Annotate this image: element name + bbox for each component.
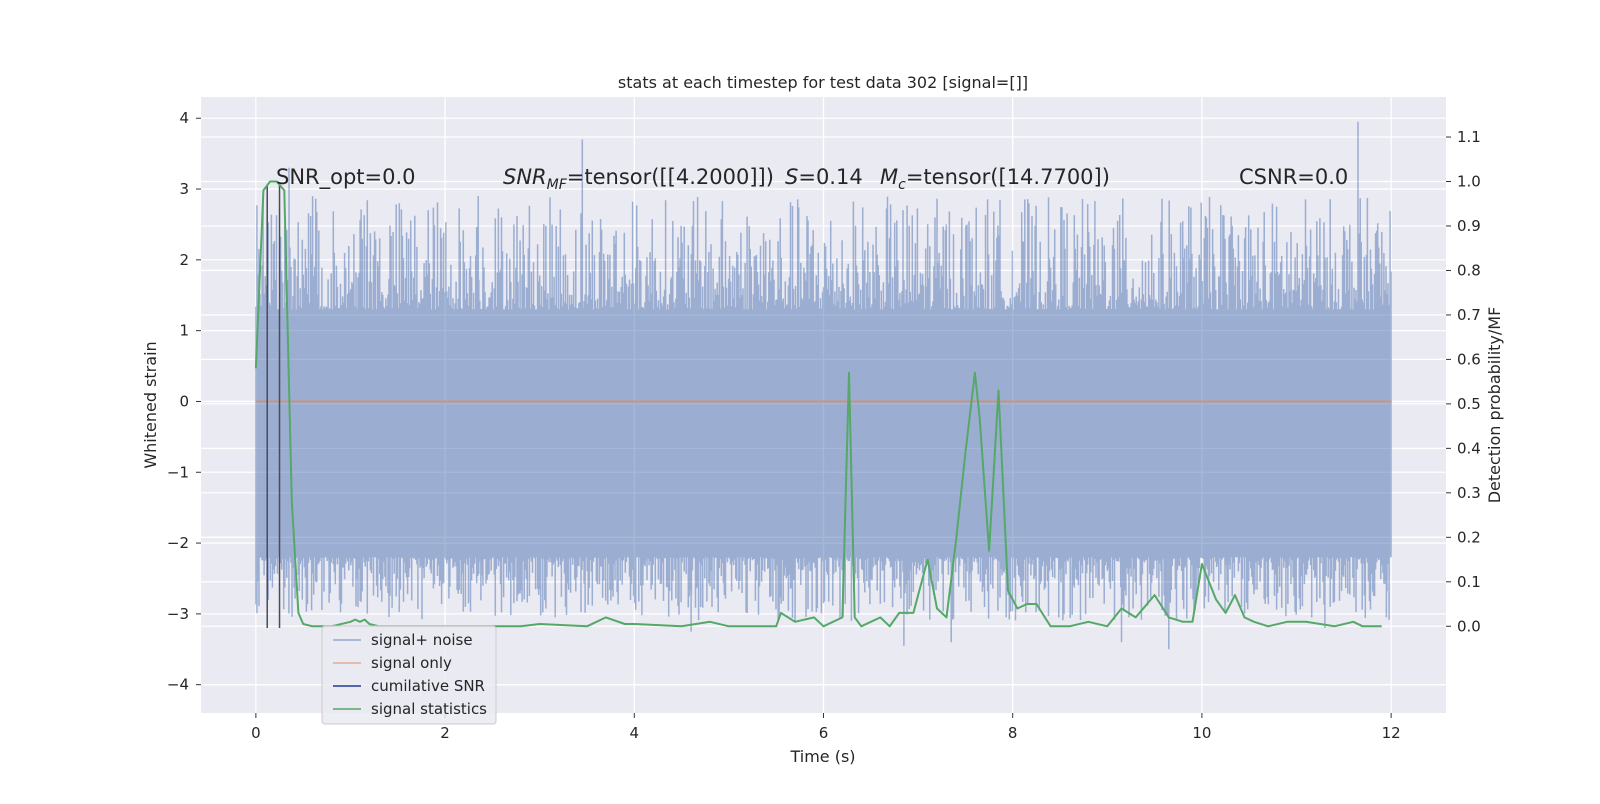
y-left-tick-label: 4: [179, 109, 189, 127]
x-tick-label: 8: [1008, 724, 1018, 742]
s-annotation: S=0.14: [785, 165, 863, 189]
y-left-tick-label: −1: [167, 463, 189, 481]
y-left-tick-label: −3: [167, 605, 189, 623]
mc-subscript: c: [898, 177, 906, 193]
signal-statistics-line: [254, 180, 1382, 628]
snr-opt-annotation: SNR_opt=0.0: [276, 165, 416, 190]
x-axis-label: Time (s): [789, 747, 855, 766]
lines-layer: [254, 180, 1392, 629]
snr-mf-value: =tensor([[4.2000]]): [567, 165, 774, 189]
y-axis-left-label: Whitened strain: [141, 341, 160, 468]
snr-mf-symbol: SNR: [503, 165, 547, 189]
y-left-tick-label: 2: [179, 251, 189, 269]
legend-label-signal: signal only: [371, 654, 452, 672]
x-tick-label: 10: [1192, 724, 1211, 742]
legend-box: [321, 625, 497, 725]
mc-symbol: M: [880, 165, 898, 189]
y-left-tick-label: 0: [179, 392, 189, 410]
legend-label-statistics: signal statistics: [371, 700, 487, 718]
legend: signal+ noise signal only cumilative SNR…: [321, 625, 497, 725]
y-right-tick-label: 0.2: [1457, 528, 1481, 546]
x-tick-label: 0: [251, 724, 261, 742]
x-tick-label: 4: [630, 724, 640, 742]
s-symbol: S: [785, 165, 798, 189]
y-right-tick-label: 0.6: [1457, 350, 1481, 368]
mc-annotation: Mc=tensor([14.7700]): [880, 165, 1110, 193]
legend-label-cumulative-snr: cumilative SNR: [371, 677, 485, 695]
legend-label-noise: signal+ noise: [371, 631, 473, 649]
y-right-tick-label: 0.1: [1457, 573, 1481, 591]
csnr-annotation: CSNR=0.0: [1239, 165, 1348, 189]
chart-title: stats at each timestep for test data 302…: [618, 73, 1028, 92]
snr-mf-annotation: SNRMF=tensor([[4.2000]]): [503, 165, 774, 193]
y-left-tick-label: −2: [167, 534, 189, 552]
ticks-layer: 0 2 4 6 8 10 12−4−3−2−1012340.00.10.20.30.40.5…: [167, 109, 1481, 742]
y-left-tick-label: −4: [167, 676, 189, 694]
y-right-tick-label: 1.1: [1457, 128, 1481, 146]
y-right-tick-label: 0.7: [1457, 306, 1481, 324]
y-right-tick-label: 0.0: [1457, 617, 1481, 635]
y-right-tick-label: 0.8: [1457, 261, 1481, 279]
y-right-tick-label: 0.5: [1457, 395, 1481, 413]
noise-series: [255, 121, 1392, 650]
s-value: =0.14: [798, 165, 862, 189]
x-tick-label: 12: [1382, 724, 1401, 742]
y-left-tick-label: 3: [179, 180, 189, 198]
snr-mf-subscript: MF: [547, 177, 568, 193]
y-left-tick-label: 1: [179, 322, 189, 340]
y-right-tick-label: 0.3: [1457, 484, 1481, 502]
x-tick-label: 6: [819, 724, 829, 742]
x-tick-label: 2: [440, 724, 450, 742]
noise-layer: [255, 121, 1392, 650]
y-right-tick-label: 1.0: [1457, 173, 1481, 191]
y-axis-right-label: Detection probability/MF: [1485, 307, 1504, 504]
y-right-tick-label: 0.9: [1457, 217, 1481, 235]
mc-value: =tensor([14.7700]): [906, 165, 1110, 189]
y-right-tick-label: 0.4: [1457, 439, 1481, 457]
